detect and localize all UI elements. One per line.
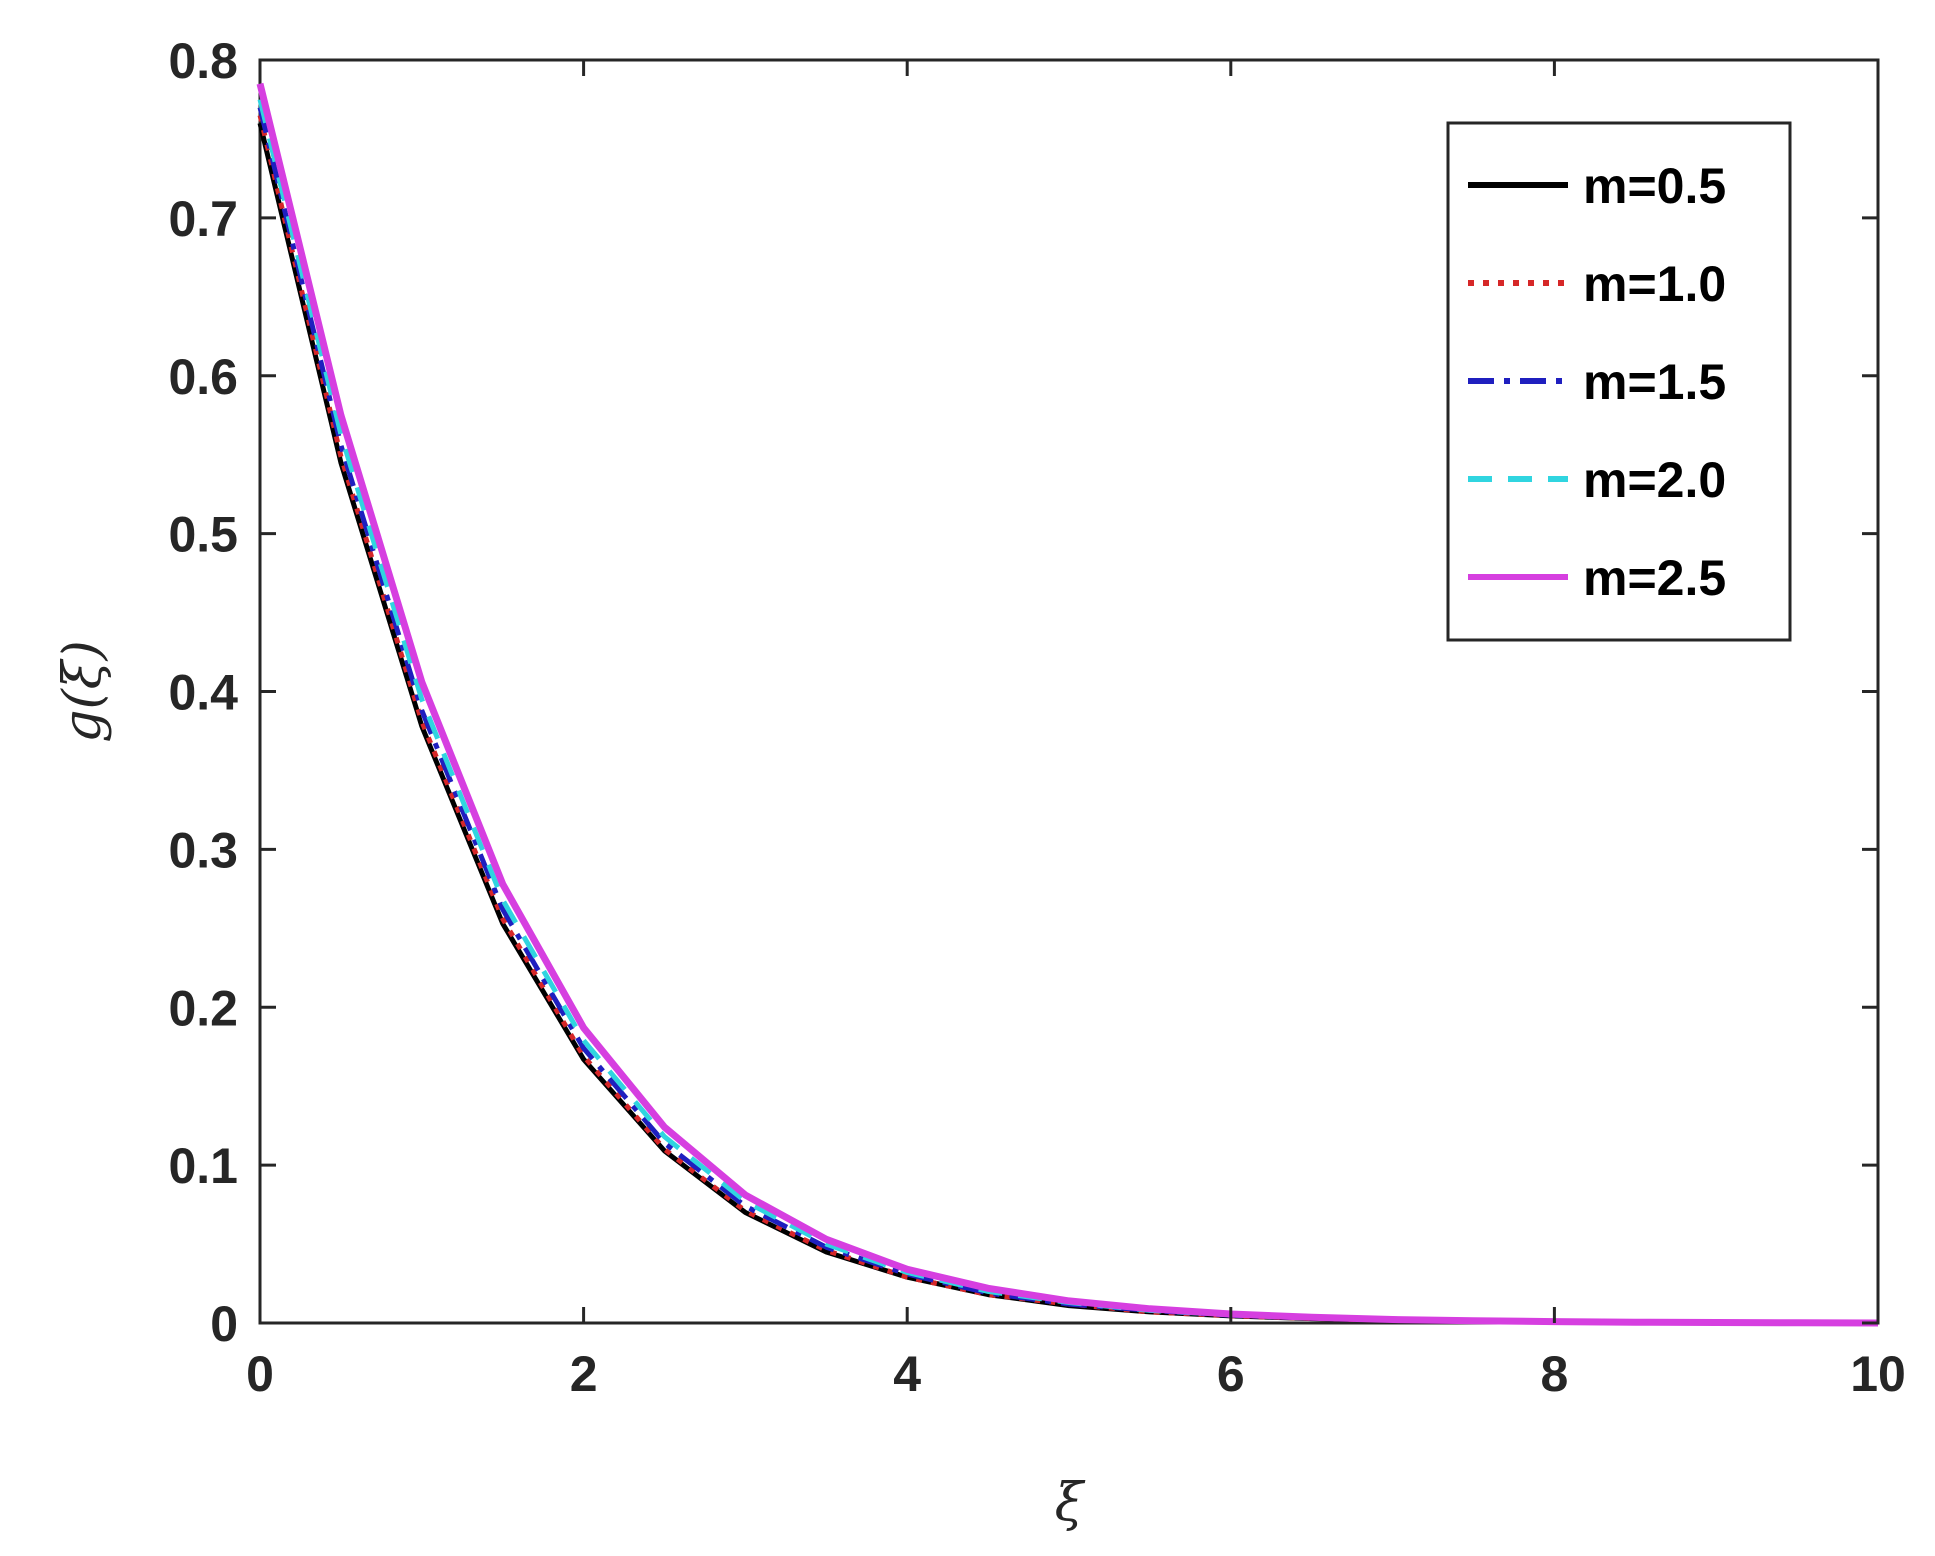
x-tick-label: 0 xyxy=(246,1346,274,1402)
y-axis-label: g(ξ) xyxy=(53,640,113,743)
legend-label: m=1.5 xyxy=(1583,354,1726,410)
x-tick-label: 2 xyxy=(570,1346,598,1402)
y-tick-label: 0.7 xyxy=(168,191,238,247)
x-axis-ticks: 0 2 4 6 8 10 xyxy=(246,60,1906,1402)
y-tick-label: 0.1 xyxy=(168,1138,238,1194)
y-tick-label: 0.8 xyxy=(168,33,238,89)
x-tick-label: 10 xyxy=(1850,1346,1906,1402)
y-tick-label: 0.2 xyxy=(168,980,238,1036)
x-tick-label: 6 xyxy=(1217,1346,1245,1402)
x-tick-label: 8 xyxy=(1540,1346,1568,1402)
legend-label: m=2.0 xyxy=(1583,452,1726,508)
y-tick-label: 0.4 xyxy=(168,665,238,721)
x-tick-label: 4 xyxy=(893,1346,921,1402)
x-axis-label: ξ xyxy=(1055,1473,1086,1533)
y-tick-label: 0 xyxy=(210,1296,238,1352)
legend-label: m=0.5 xyxy=(1583,158,1726,214)
y-tick-label: 0.6 xyxy=(168,349,238,405)
legend-label: m=2.5 xyxy=(1583,550,1726,606)
legend-label: m=1.0 xyxy=(1583,256,1726,312)
y-tick-label: 0.3 xyxy=(168,822,238,878)
y-tick-label: 0.5 xyxy=(168,507,238,563)
y-axis-ticks: 0 0.1 0.2 0.3 0.4 0.5 0.6 0.7 0.8 xyxy=(168,33,1878,1352)
series-layer xyxy=(256,82,1879,1327)
series-line-5 xyxy=(256,82,1879,1327)
legend: m=0.5 m=1.0 m=1.5 m=2.0 m=2.5 xyxy=(1446,121,1792,642)
